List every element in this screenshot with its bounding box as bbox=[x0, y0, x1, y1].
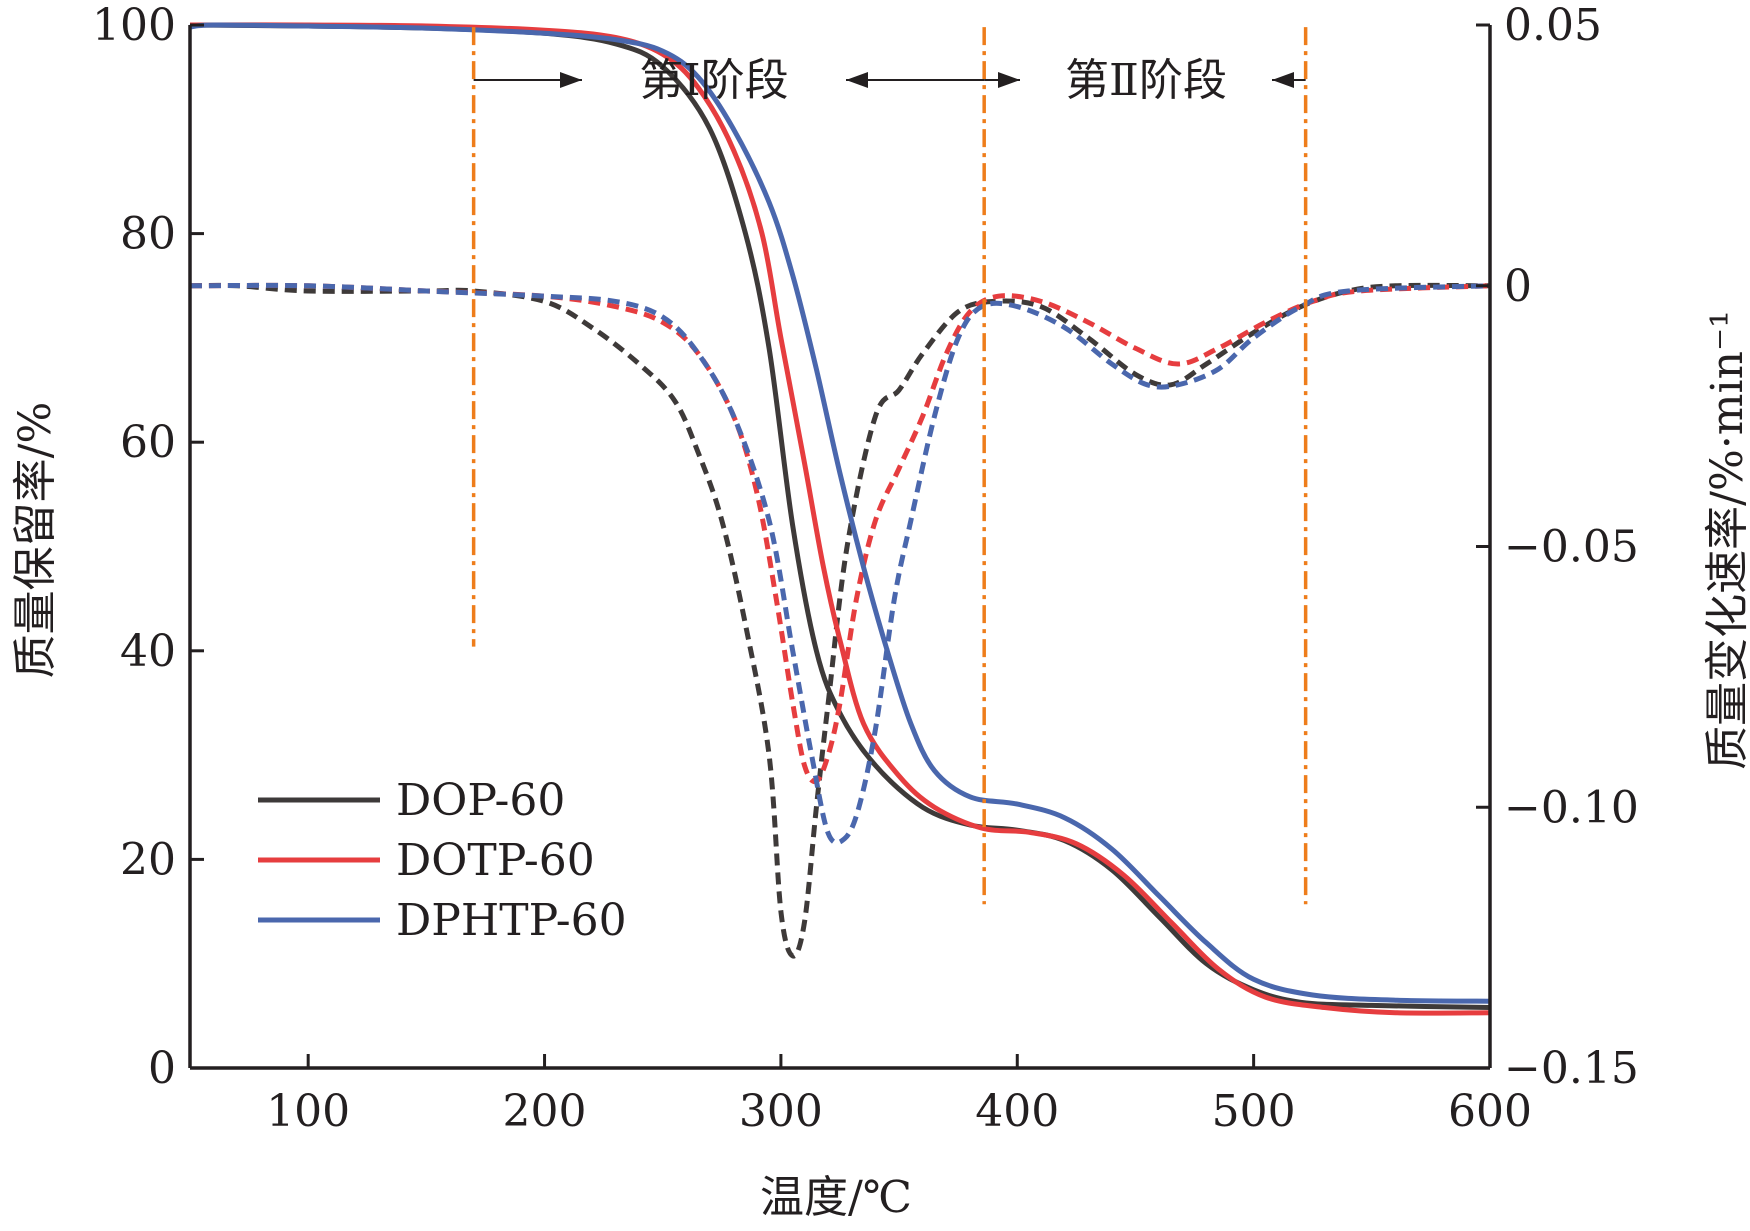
left-y-tick-label: 20 bbox=[120, 834, 176, 885]
x-axis-title: 温度/℃ bbox=[760, 1172, 912, 1223]
x-tick-label: 200 bbox=[503, 1086, 587, 1137]
axes bbox=[188, 23, 1492, 1070]
x-tick-label: 300 bbox=[739, 1086, 823, 1137]
left-y-tick-label: 100 bbox=[92, 0, 176, 51]
x-tick-label: 400 bbox=[975, 1086, 1059, 1137]
dotp-60-mass-line bbox=[189, 22, 1491, 1016]
stage-annotation: 第Ⅰ阶段 第Ⅱ阶段 bbox=[473, 55, 1306, 106]
dop-60-rate-line bbox=[189, 282, 1491, 959]
left-y-tick-label: 40 bbox=[120, 626, 176, 677]
right-y-tick-label: −0.10 bbox=[1504, 782, 1639, 833]
right-y-tick-label: 0 bbox=[1504, 261, 1532, 312]
left-y-axis-title: 质量保留率/% bbox=[10, 402, 61, 679]
x-tick-label: 500 bbox=[1212, 1086, 1296, 1137]
left-y-tick-label: 60 bbox=[120, 417, 176, 468]
stage1-arrowhead-right bbox=[846, 72, 868, 88]
x-tick-label: 100 bbox=[266, 1086, 350, 1137]
legend: DOP-60 DOTP-60 DPHTP-60 bbox=[258, 775, 627, 946]
stage1-arrowhead-left bbox=[560, 72, 582, 88]
stage1-label: 第Ⅰ阶段 bbox=[639, 55, 788, 106]
left-y-tick-label: 80 bbox=[120, 209, 176, 260]
stage2-arrowhead-right bbox=[1272, 72, 1294, 88]
dphtp-60-rate-line bbox=[189, 282, 1491, 846]
right-y-tick-label: 0.05 bbox=[1504, 0, 1602, 51]
legend-label: DPHTP-60 bbox=[396, 895, 627, 946]
dop-60-mass-line bbox=[189, 22, 1491, 1010]
right-y-axis-title: 质量变化速率/%·min⁻¹ bbox=[1702, 310, 1750, 770]
legend-label: DOP-60 bbox=[396, 775, 565, 826]
tick-labels: 100 200 300 400 500 600 0 20 40 60 80 100 0.05 0 −0.05… bbox=[92, 0, 1639, 1137]
right-y-tick-label: −0.15 bbox=[1504, 1043, 1639, 1094]
x-tick-label: 600 bbox=[1448, 1086, 1532, 1137]
series-layer bbox=[189, 22, 1491, 1016]
left-y-tick-label: 0 bbox=[148, 1043, 176, 1094]
stage2-arrowhead-left bbox=[998, 72, 1020, 88]
dotp-60-rate-line bbox=[189, 282, 1491, 785]
stage-markers bbox=[471, 27, 1308, 905]
stage2-label: 第Ⅱ阶段 bbox=[1065, 55, 1227, 106]
dphtp-60-mass-line bbox=[189, 22, 1491, 1004]
legend-label: DOTP-60 bbox=[396, 835, 595, 886]
right-y-tick-label: −0.05 bbox=[1504, 522, 1639, 573]
